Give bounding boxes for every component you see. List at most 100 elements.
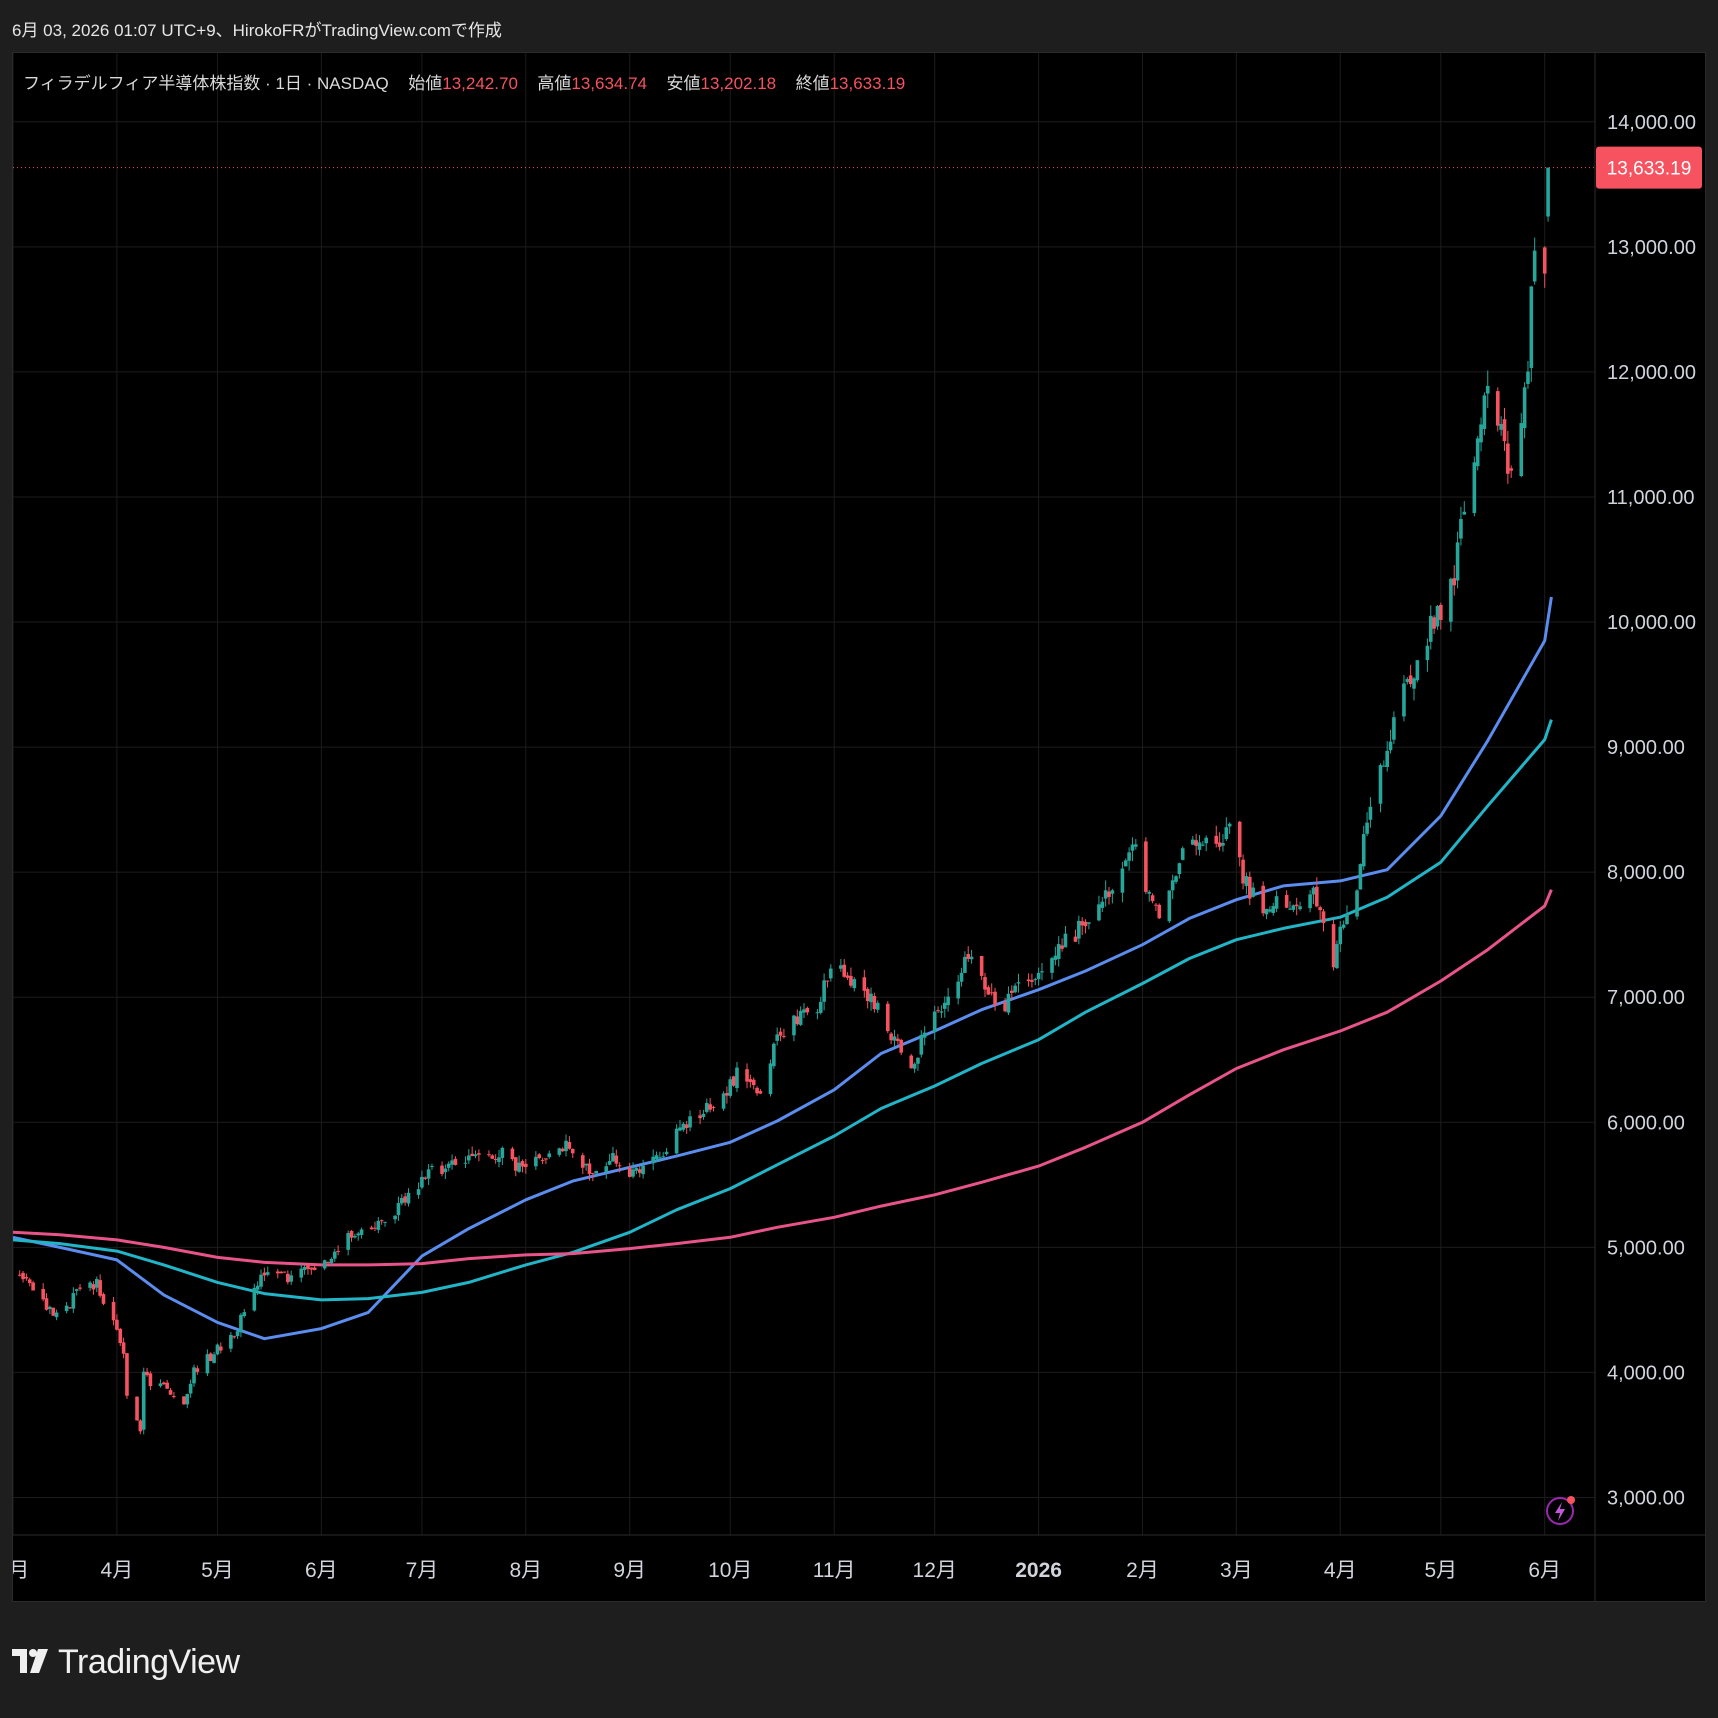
candle-body [309,1267,314,1270]
candle-body [141,1371,146,1430]
candle-body [302,1267,307,1270]
candle-body [1355,890,1359,917]
candle-body [607,1161,612,1165]
x-tick-label: 3月 [1220,1559,1253,1582]
y-tick-label: 11,000.00 [1607,487,1695,509]
candle-body [963,956,967,973]
candle-body [1365,822,1369,834]
candle-body [487,1154,491,1156]
candle-body [594,1170,598,1174]
candle-body [1526,371,1530,384]
last-price-tag [1596,146,1702,189]
candle-body [614,1155,619,1164]
candle-body [192,1367,196,1384]
x-tick-label: 11月 [813,1559,856,1582]
candle-body [805,1007,810,1013]
candle-body [306,1264,310,1269]
candle-body [1311,887,1316,895]
candle-body [896,1038,900,1041]
candle-body [1432,617,1436,629]
candle-body [121,1342,126,1354]
candle-body [688,1116,692,1128]
candle-body [1174,876,1178,882]
candle-body [852,979,857,989]
candle-body [98,1280,102,1296]
chart-frame[interactable]: 13,633.19 3,000.00 4,000.00 5,000.00 6,000.0… [12,52,1706,1602]
candle-body [470,1153,474,1157]
candle-body [1271,906,1276,913]
candle-body [792,1015,796,1036]
candle-body [802,1009,806,1013]
candle-body [195,1368,200,1372]
candle-body [1087,922,1091,924]
candle-body [1013,985,1017,993]
candle-body [1408,675,1413,685]
candle-body [21,1272,25,1280]
x-tick-label: 12月 [913,1559,957,1582]
candle-body [889,1033,893,1041]
candle-body [383,1221,387,1223]
candle-body [239,1314,243,1333]
candle-body [1150,895,1155,902]
candle-body [1006,993,1011,1013]
candle-body [731,1076,736,1086]
candle-body [1261,885,1265,914]
candle-body [795,1016,800,1025]
candle-body [1077,920,1081,939]
candle-body [989,992,994,994]
moving-average-line-2 [13,719,1553,1302]
candle-body [279,1271,283,1274]
candle-body [611,1153,615,1162]
snapshot-header: 6月 03, 2026 01:07 UTC+9、HirokoFRがTrading… [0,0,1718,52]
snapshot-caption: 6月 03, 2026 01:07 UTC+9、HirokoFRがTrading… [12,21,502,40]
x-tick-label: 8月 [509,1559,542,1582]
candle-body [1170,880,1175,891]
candle-body [818,1001,823,1013]
candle-body [1291,905,1296,910]
candle-body [748,1079,753,1083]
candle-body [440,1165,444,1174]
candle-body [932,1011,937,1033]
candle-body [94,1278,99,1288]
candle-body [1241,859,1245,884]
candle-body [634,1167,639,1171]
candle-body [64,1305,69,1312]
candle-body [1053,955,1058,960]
candle-body [755,1087,759,1094]
x-tick-label: 4月 [1324,1559,1357,1582]
candle-body [353,1235,357,1238]
candle-body [1388,741,1393,751]
candle-body [252,1287,257,1311]
legend-open-value: 13,242.70 [442,74,518,93]
candle-body [1157,904,1162,919]
candle-body [91,1284,96,1290]
brand-wordmark: TradingView [58,1642,240,1681]
candle-body [1532,250,1537,282]
candle-body [450,1160,454,1165]
y-tick-label: 6,000.00 [1607,1112,1685,1134]
lightning-alert-icon[interactable] [1546,1496,1575,1525]
candle-body [778,1031,783,1036]
price-chart[interactable]: 13,633.19 3,000.00 4,000.00 5,000.00 6,000.0… [13,53,1705,1601]
candle-body [24,1277,29,1279]
candle-body [617,1165,622,1167]
candle-body [242,1312,247,1317]
y-tick-label: 9,000.00 [1607,737,1685,759]
candle-body [684,1124,689,1129]
candle-body [956,981,960,999]
x-tick-label: 5月 [1424,1559,1457,1582]
candle-body [798,1010,803,1025]
candle-body [909,1055,914,1069]
candle-body [862,977,867,991]
candle-body [1120,868,1125,893]
candle-body [1056,944,1061,959]
candle-body [1475,438,1480,467]
candle-body [232,1336,237,1338]
candle-body [872,995,877,1010]
legend-open-label: 始値 [408,74,443,93]
y-tick-label: 5,000.00 [1607,1237,1685,1259]
candle-body [373,1227,377,1229]
candle-body [885,1003,890,1032]
candle-body [524,1163,528,1168]
y-tick-label: 13,000.00 [1607,237,1696,259]
